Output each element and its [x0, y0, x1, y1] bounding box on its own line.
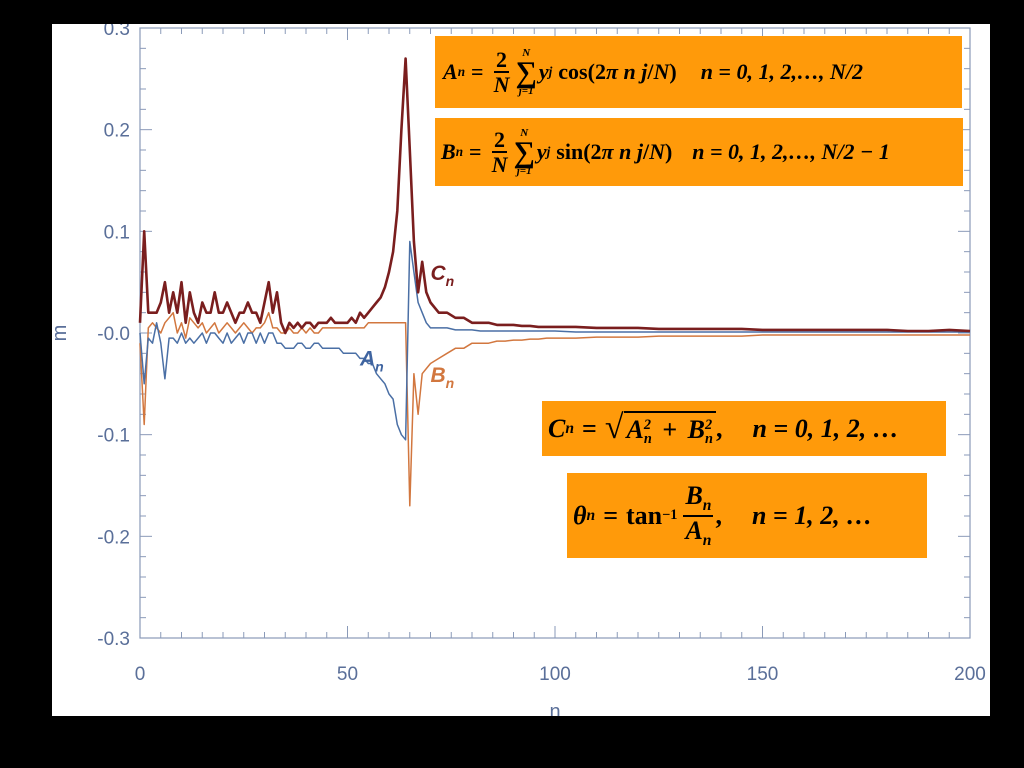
eq-a-sum: N ∑ j=1 — [515, 46, 537, 97]
x-tick-label: 200 — [954, 664, 986, 685]
eq-theta-den: A — [685, 515, 703, 545]
y-tick-label: -0.2 — [97, 527, 130, 548]
eq-c-b-sub: n — [705, 430, 713, 447]
eq-theta-num-wrap: Bn — [683, 480, 714, 517]
x-tick-label: 0 — [135, 664, 146, 685]
eq-a-func: cos — [558, 59, 588, 84]
eq-theta-den-wrap: An — [683, 515, 713, 550]
eq-b-pi: π — [601, 139, 614, 164]
y-axis-label: m — [52, 325, 71, 342]
y-tick-label: 0.3 — [104, 24, 130, 40]
eq-b-equals: = — [469, 139, 482, 164]
x-axis-label: n — [549, 701, 560, 716]
eq-a-lhs-sub: n — [457, 64, 466, 79]
eq-a-bigN: N — [653, 59, 670, 84]
plot-panel: 0 50 100 150 200 0.3 0.2 0.1 -0.0 -0.1 -0.2 -0.3 n m C… — [52, 24, 990, 716]
sqrt-icon: √ — [604, 408, 624, 446]
eq-c-lhs-sub: n — [565, 419, 575, 437]
eq-a-sum-top: N — [522, 46, 531, 59]
line-chart: 0 50 100 150 200 0.3 0.2 0.1 -0.0 -0.1 -0.2 -0.3 n m C… — [52, 24, 986, 716]
eq-c-plus: + — [662, 414, 678, 444]
eq-b-fraction: 2 N — [490, 128, 510, 176]
eq-b-arg-close: ) — [664, 139, 673, 164]
eq-b-arg-open: (2 — [583, 139, 602, 164]
eq-a-y-sub: j — [548, 64, 553, 79]
series-label-b-n: Bn — [431, 364, 455, 391]
eq-a-slash: / — [647, 59, 654, 84]
eq-theta-range: n = 1, 2, … — [751, 500, 873, 530]
eq-c-equals: = — [582, 413, 597, 443]
eq-a-j: j — [641, 59, 648, 84]
eq-theta-equals: = — [603, 500, 619, 530]
y-tick-label: -0.1 — [97, 426, 130, 447]
eq-c-range: n = 0, 1, 2, … — [752, 413, 899, 443]
eq-b-y: y — [536, 139, 547, 164]
x-tick-label: 150 — [747, 664, 779, 685]
eq-c-lhs: C — [548, 413, 566, 443]
eq-a-equals: = — [471, 59, 484, 84]
eq-theta-lhs-sub: n — [586, 506, 596, 524]
eq-b-sum-bottom: j=1 — [516, 164, 532, 177]
eq-b-bigN: N — [649, 139, 665, 164]
eq-theta-func: tan — [626, 500, 663, 530]
eq-b-j: j — [636, 139, 643, 164]
series-line-a-n — [139, 240, 970, 441]
y-tick-label: 0.1 — [104, 222, 130, 243]
sigma-icon: ∑ — [515, 55, 537, 89]
eq-theta-num: B — [685, 480, 703, 510]
series-label-c-n: Cn — [431, 262, 455, 289]
eq-b-sum-top: N — [520, 126, 529, 139]
eq-b-lhs: B — [441, 139, 456, 164]
y-tick-label: 0.2 — [104, 121, 130, 142]
eq-theta-num-sub: n — [702, 497, 712, 515]
eq-a-lhs: A — [443, 59, 458, 84]
sigma-icon: ∑ — [513, 135, 535, 169]
eq-b-func: sin — [556, 139, 584, 164]
x-tick-label: 50 — [337, 664, 358, 685]
eq-b-frac-num: 2 — [492, 126, 508, 153]
eq-theta-func-sup: −1 — [662, 507, 678, 523]
eq-c-a: A — [626, 414, 644, 444]
eq-a-range: n = 0, 1, 2,…, N/2 — [700, 59, 863, 84]
eq-theta-fraction: Bn An — [683, 480, 714, 550]
eq-c-comma: , — [715, 413, 723, 443]
eq-b-y-sub: j — [546, 144, 551, 159]
eq-b-slash: / — [642, 139, 650, 164]
eq-theta-comma: , — [715, 500, 722, 530]
eq-a-n: n — [623, 59, 636, 84]
eq-a-arg-open: (2 — [587, 59, 606, 84]
series-label-a-n: An — [359, 348, 384, 375]
eq-b-n: n — [619, 139, 632, 164]
eq-c-b-sup: 2 — [705, 416, 713, 433]
series-line-b-n — [139, 311, 970, 507]
eq-a-sum-bottom: j=1 — [518, 84, 534, 97]
eq-b-lhs-sub: n — [455, 144, 464, 159]
eq-b-frac-den: N — [491, 152, 508, 177]
series-line-c-n — [138, 57, 971, 335]
eq-theta-den-sub: n — [702, 531, 712, 549]
eq-b-sum: N ∑ j=1 — [513, 126, 535, 177]
eq-a-pi: π — [605, 59, 618, 84]
y-tick-label: -0.0 — [97, 324, 130, 345]
y-tick-label: -0.3 — [97, 629, 130, 650]
eq-a-arg-close: ) — [669, 59, 677, 84]
eq-c-a-sup: 2 — [643, 416, 652, 433]
eq-a-fraction: 2 N — [492, 48, 512, 96]
x-tick-label: 100 — [539, 664, 571, 685]
eq-a-frac-den: N — [493, 72, 510, 97]
eq-c-b: B — [687, 414, 705, 444]
eq-a-frac-num: 2 — [494, 46, 510, 73]
eq-theta-lhs: θ — [573, 500, 587, 530]
eq-c-a-sub: n — [643, 430, 652, 447]
eq-a-y: y — [538, 59, 549, 84]
eq-b-range: n = 0, 1, 2,…, N/2 − 1 — [692, 139, 890, 164]
